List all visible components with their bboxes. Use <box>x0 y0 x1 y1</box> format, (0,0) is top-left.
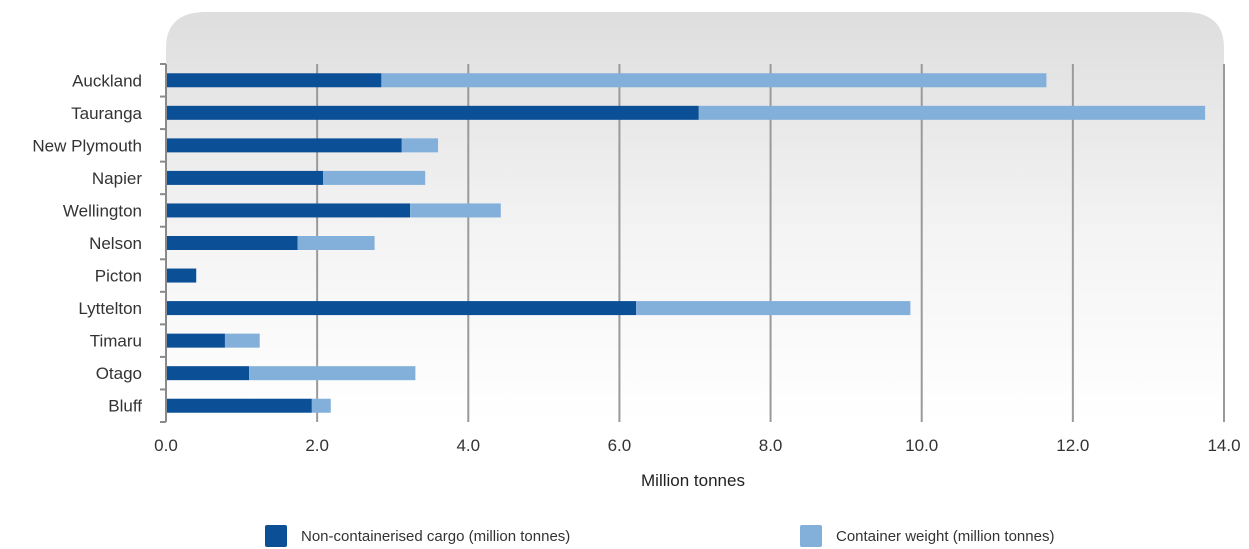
bar-auckland-non-containerised <box>166 73 382 88</box>
bar-new-plymouth-non-containerised <box>166 138 402 153</box>
bar-napier-container-weight <box>323 170 426 185</box>
category-label-wellington: Wellington <box>63 201 142 220</box>
bar-auckland-container-weight <box>381 73 1047 88</box>
legend-item-non-containerised: Non-containerised cargo (million tonnes) <box>265 525 570 547</box>
category-label-new-plymouth: New Plymouth <box>32 136 142 155</box>
x-tick-label: 4.0 <box>456 436 480 455</box>
bar-picton-non-containerised <box>166 268 197 283</box>
bar-lyttelton-container-weight <box>636 301 911 316</box>
category-label-nelson: Nelson <box>89 234 142 253</box>
x-tick-labels: 0.0 2.0 4.0 6.0 8.0 10.0 12.0 14.0 <box>154 436 1240 455</box>
bar-new-plymouth-container-weight <box>401 138 439 153</box>
category-labels: Auckland Tauranga New Plymouth Napier Wellin… <box>32 71 142 415</box>
x-tick-label: 8.0 <box>759 436 783 455</box>
legend-item-container-weight: Container weight (million tonnes) <box>800 525 1054 547</box>
bar-nelson-container-weight <box>297 236 375 250</box>
legend-label-container-weight: Container weight (million tonnes) <box>836 527 1055 545</box>
category-label-lyttelton: Lyttelton <box>78 299 142 318</box>
bar-otago-container-weight <box>249 366 416 381</box>
ports-cargo-chart: Auckland Tauranga New Plymouth Napier Wellin… <box>32 12 1241 490</box>
category-label-auckland: Auckland <box>72 71 142 90</box>
x-tick-label: 14.0 <box>1207 436 1240 455</box>
bar-lyttelton-non-containerised <box>166 301 637 316</box>
bar-wellington-non-containerised <box>166 203 411 218</box>
legend: Non-containerised cargo (million tonnes)… <box>0 525 1249 549</box>
legend-swatch-container-weight <box>800 525 822 547</box>
legend-label-non-containerised: Non-containerised cargo (million tonnes) <box>301 527 571 545</box>
bar-timaru-non-containerised <box>166 333 225 348</box>
category-label-bluff: Bluff <box>108 397 142 416</box>
x-tick-label: 0.0 <box>154 436 178 455</box>
bar-napier-non-containerised <box>166 170 324 185</box>
x-tick-label: 2.0 <box>305 436 329 455</box>
bar-timaru-container-weight <box>224 333 260 348</box>
category-label-napier: Napier <box>92 169 142 188</box>
x-tick-label: 10.0 <box>905 436 938 455</box>
x-axis-title: Million tonnes <box>641 471 745 490</box>
axes <box>160 63 167 423</box>
x-tick-label: 6.0 <box>608 436 632 455</box>
category-label-otago: Otago <box>96 364 142 383</box>
category-label-tauranga: Tauranga <box>71 104 142 123</box>
bar-wellington-container-weight <box>410 203 501 218</box>
bar-otago-non-containerised <box>166 366 250 381</box>
bar-tauranga-non-containerised <box>166 105 699 120</box>
bar-bluff-non-containerised <box>166 398 312 413</box>
bar-nelson-non-containerised <box>166 236 298 250</box>
legend-swatch-non-containerised <box>265 525 287 547</box>
category-label-timaru: Timaru <box>90 332 142 351</box>
category-label-picton: Picton <box>95 267 142 286</box>
bar-bluff-container-weight <box>311 398 331 413</box>
bar-tauranga-container-weight <box>698 105 1206 120</box>
bars <box>166 73 1206 413</box>
x-tick-label: 12.0 <box>1056 436 1089 455</box>
